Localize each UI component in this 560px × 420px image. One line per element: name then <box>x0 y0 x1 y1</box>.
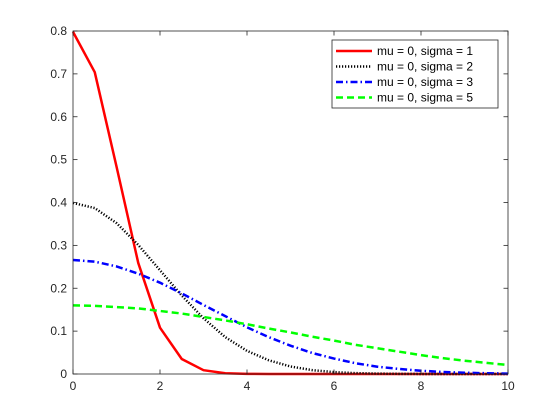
y-tick-label: 0.3 <box>50 238 67 252</box>
x-tick-label: 6 <box>331 379 338 393</box>
x-tick-label: 8 <box>418 379 425 393</box>
y-tick-label: 0.8 <box>50 24 67 38</box>
y-tick-label: 0.6 <box>50 110 67 124</box>
x-tick-label: 4 <box>244 379 251 393</box>
y-tick-label: 0.4 <box>50 196 67 210</box>
x-tick-label: 2 <box>157 379 164 393</box>
x-tick-label: 0 <box>70 379 77 393</box>
legend-label: mu = 0, sigma = 2 <box>377 60 473 74</box>
legend-label: mu = 0, sigma = 5 <box>377 91 473 105</box>
legend-label: mu = 0, sigma = 1 <box>377 44 473 58</box>
y-tick-label: 0 <box>60 367 67 381</box>
legend-label: mu = 0, sigma = 3 <box>377 75 473 89</box>
axes: 0 2 4 6 8 10 0 0.1 0.2 0.3 0.4 0.5 0.6 0.7 0.8 <box>50 24 515 393</box>
y-tick-label: 0.2 <box>50 281 67 295</box>
y-tick-label: 0.1 <box>50 324 67 338</box>
series-line-4 <box>72 304 509 367</box>
y-tick-label: 0.5 <box>50 153 67 167</box>
y-tick-label: 0.7 <box>50 67 67 81</box>
legend: mu = 0, sigma = 1mu = 0, sigma = 2mu = 0… <box>331 39 499 109</box>
x-tick-label: 10 <box>501 379 515 393</box>
series-line-3 <box>72 258 509 375</box>
